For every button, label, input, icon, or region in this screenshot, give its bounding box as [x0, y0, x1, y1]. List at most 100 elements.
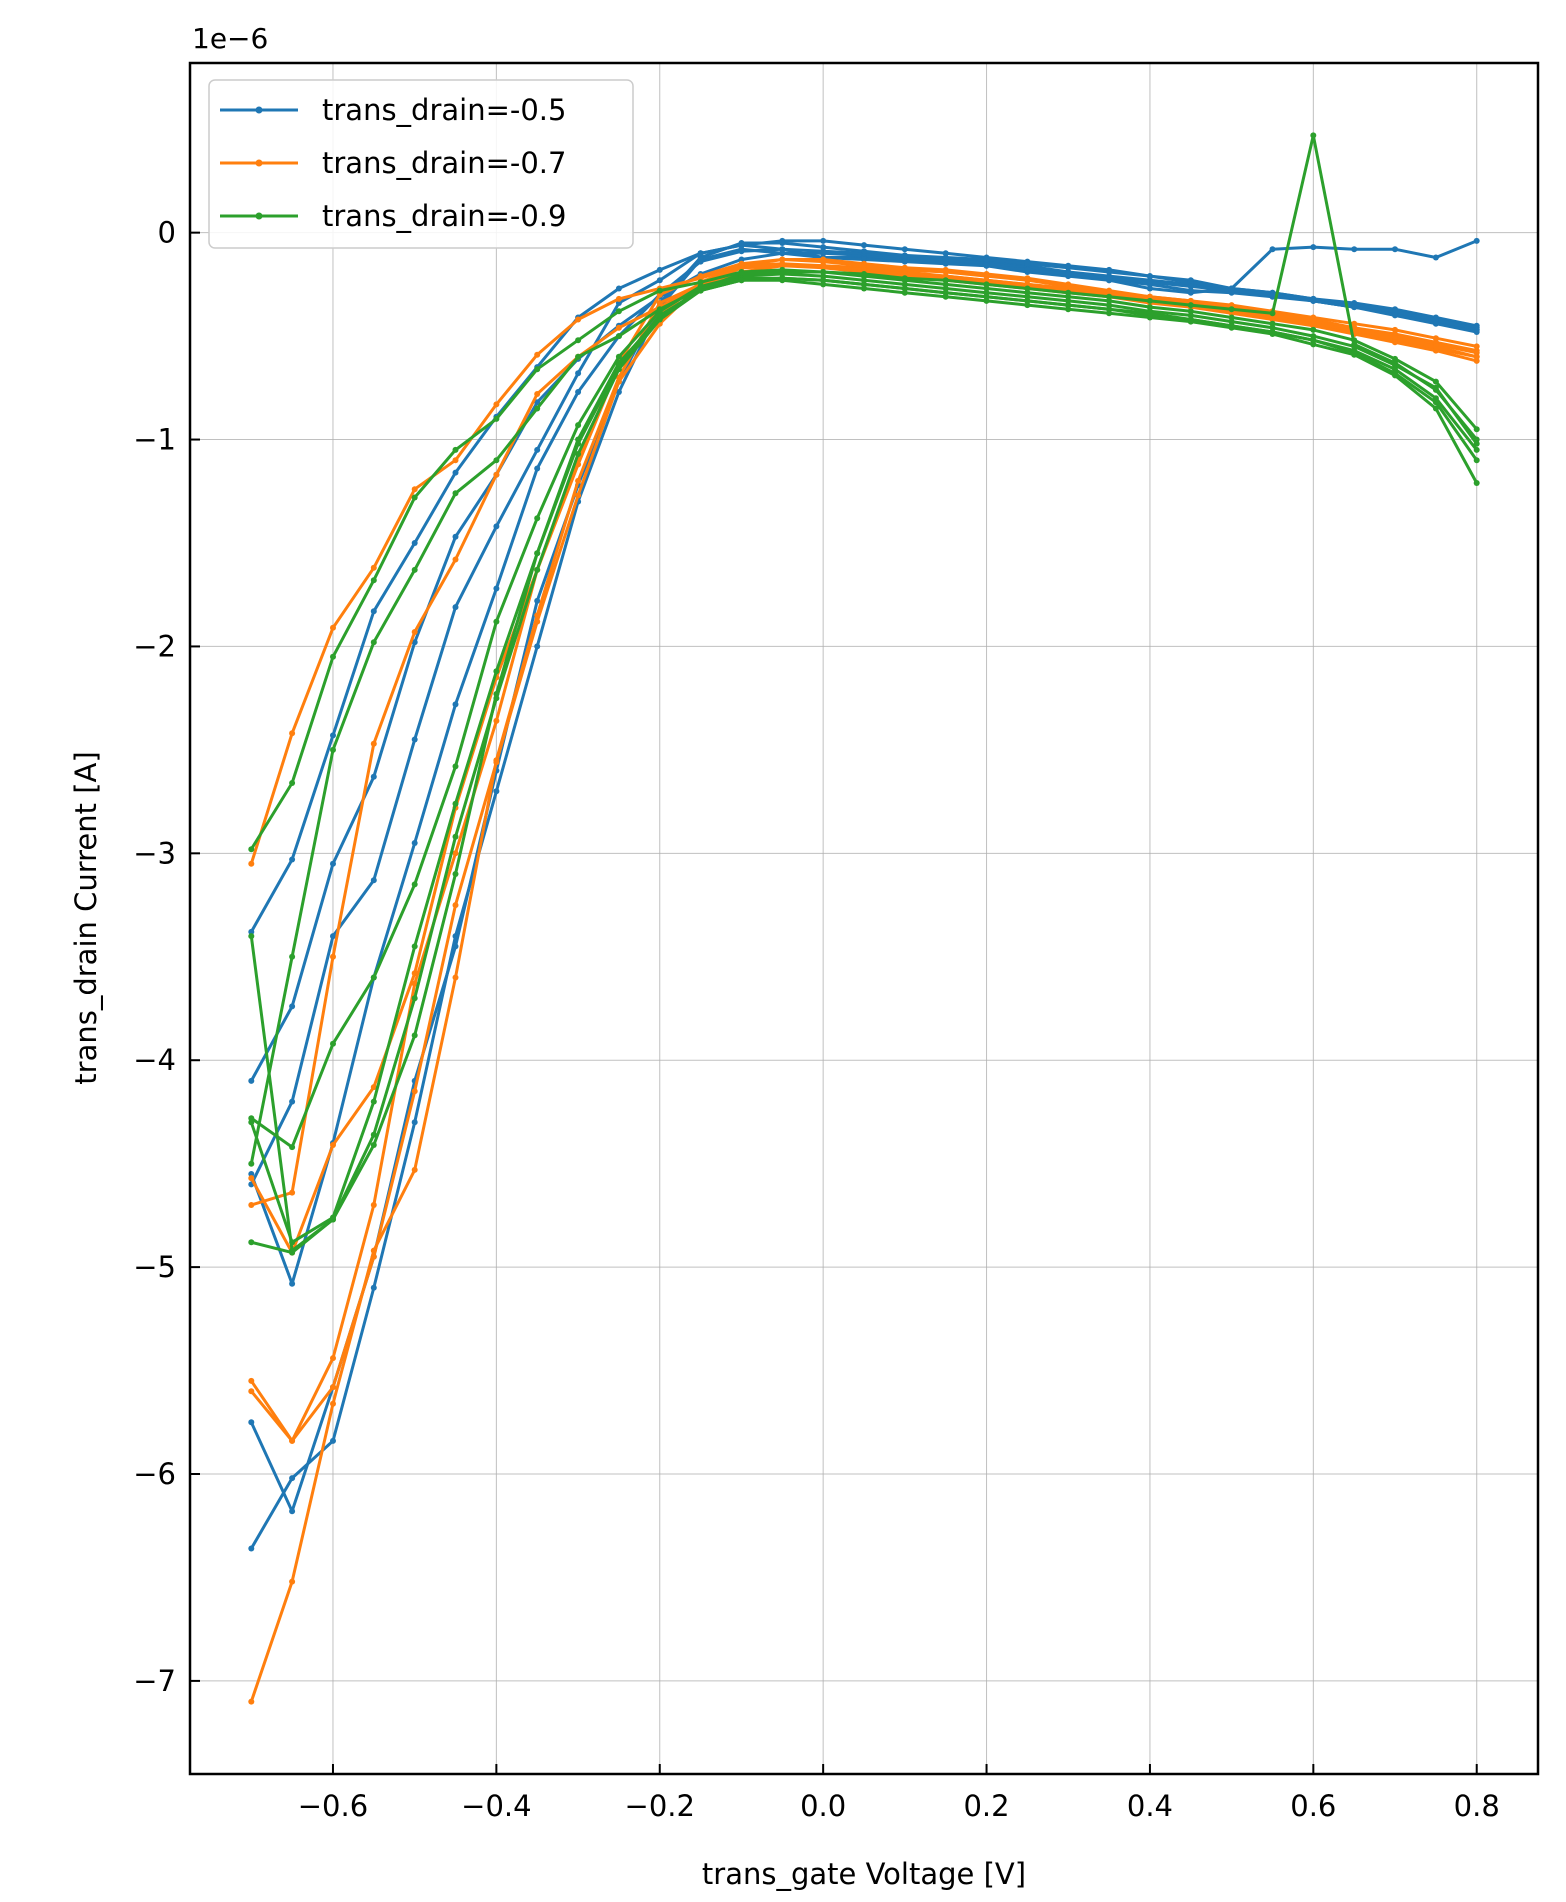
data-point [248, 1202, 255, 1208]
data-point [289, 780, 296, 786]
data-point [1065, 264, 1072, 271]
data-point [452, 533, 459, 540]
data-point [1146, 314, 1153, 321]
x-tick-label: −0.6 [298, 1789, 368, 1823]
data-point [575, 337, 582, 344]
series-1 [248, 237, 1480, 1552]
y-tick-label: −2 [133, 629, 176, 663]
data-point [1310, 132, 1317, 139]
data-point [1065, 306, 1072, 313]
data-point [820, 273, 827, 280]
data-point [983, 285, 990, 292]
x-tick-label: 0.6 [1290, 1789, 1336, 1823]
data-point [452, 701, 459, 708]
data-point [779, 277, 786, 284]
data-point [1392, 362, 1398, 369]
data-point [411, 566, 418, 573]
data-point [330, 1142, 336, 1148]
data-point [738, 264, 745, 271]
data-point [452, 850, 459, 857]
data-point [330, 732, 336, 739]
data-point [493, 618, 500, 625]
y-tick-label: 0 [158, 216, 176, 250]
data-point [1392, 246, 1398, 253]
data-point [330, 653, 336, 660]
data-point [615, 285, 622, 292]
data-point [330, 1216, 336, 1223]
data-point [1392, 355, 1398, 362]
data-point [942, 273, 949, 280]
data-point [1473, 426, 1480, 433]
series-3 [248, 132, 1480, 1256]
data-point [411, 840, 418, 846]
legend-label: trans_drain=-0.9 [322, 199, 566, 233]
data-point [411, 1032, 418, 1039]
data-point [901, 252, 908, 259]
data-point [942, 269, 949, 275]
data-point [289, 730, 296, 737]
data-point [861, 256, 867, 263]
data-point [861, 242, 867, 249]
data-point [615, 389, 622, 395]
data-point [1106, 293, 1113, 300]
data-point [370, 564, 377, 571]
data-point [901, 246, 908, 253]
axes-frame [188, 61, 1540, 1776]
data-point [289, 1144, 296, 1151]
data-point [575, 389, 582, 395]
data-point [248, 1545, 255, 1552]
data-point [1392, 308, 1398, 315]
data-point [983, 256, 990, 263]
data-point [1065, 293, 1072, 300]
y-tick-label: −6 [133, 1457, 176, 1491]
data-point [820, 258, 827, 265]
data-point [411, 736, 418, 743]
data-point [779, 256, 786, 263]
x-tick-label: 0.4 [1127, 1789, 1173, 1823]
data-point [1146, 273, 1153, 280]
data-point [1432, 399, 1439, 406]
data-point [861, 277, 867, 284]
data-point [370, 1084, 377, 1091]
data-point [248, 1171, 255, 1177]
data-point [1351, 246, 1358, 253]
data-point [289, 856, 296, 863]
data-point [248, 1077, 255, 1084]
data-point [248, 846, 255, 853]
data-point [1024, 260, 1031, 267]
data-point [1432, 316, 1439, 323]
data-point [697, 250, 704, 257]
data-point [983, 262, 990, 269]
data-point [1269, 320, 1276, 327]
data-point [1473, 343, 1480, 350]
data-point [248, 860, 255, 867]
data-point [1473, 457, 1480, 464]
data-point [411, 1088, 418, 1095]
data-point [1473, 446, 1480, 453]
data-point [330, 1040, 336, 1047]
data-point [615, 295, 622, 302]
data-point [452, 446, 459, 453]
data-point [411, 943, 418, 950]
data-point [779, 240, 786, 246]
data-point [370, 1142, 377, 1148]
data-point [575, 477, 582, 484]
x-tick-label: −0.4 [461, 1789, 531, 1823]
data-point [1269, 316, 1276, 323]
series-layer [248, 132, 1480, 1705]
data-point [1392, 312, 1398, 319]
data-point [248, 1160, 255, 1167]
data-point [697, 287, 704, 294]
data-point [575, 492, 582, 499]
data-point [1473, 440, 1480, 447]
data-point [779, 262, 786, 269]
data-point [1065, 285, 1072, 292]
data-point [1392, 335, 1398, 342]
data-point [452, 800, 459, 807]
x-axis-label: trans_gate Voltage [V] [702, 1857, 1026, 1891]
data-point [615, 333, 622, 340]
data-point [330, 1400, 336, 1407]
data-point [575, 451, 582, 457]
data-point [575, 461, 582, 468]
